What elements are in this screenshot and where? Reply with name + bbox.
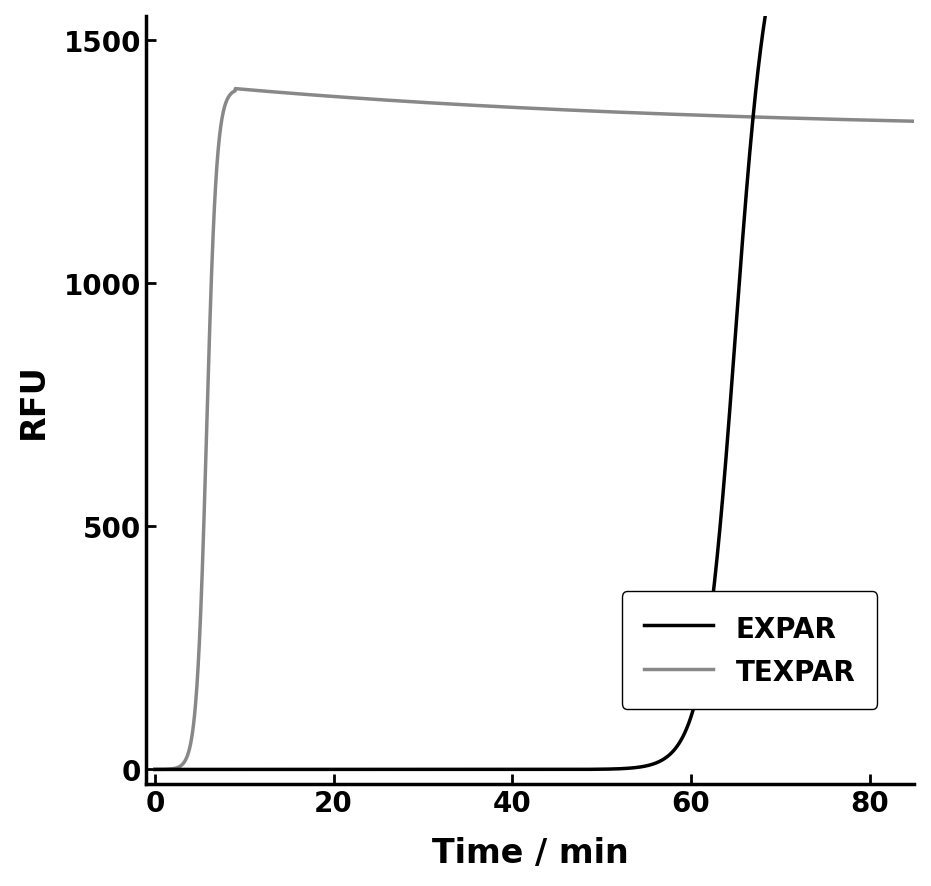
TEXPAR	[230, 84, 241, 95]
EXPAR	[236, 765, 247, 775]
EXPAR	[440, 765, 452, 775]
EXPAR	[149, 765, 160, 775]
TEXPAR	[474, 101, 485, 112]
TEXPAR	[236, 85, 248, 96]
X-axis label: Time / min: Time / min	[432, 836, 628, 869]
TEXPAR	[281, 89, 292, 99]
TEXPAR	[812, 114, 823, 125]
Legend: EXPAR, TEXPAR: EXPAR, TEXPAR	[622, 592, 877, 709]
TEXPAR	[149, 765, 160, 775]
TEXPAR	[894, 116, 905, 127]
TEXPAR	[909, 117, 920, 128]
Y-axis label: RFU: RFU	[17, 362, 49, 439]
Line: EXPAR: EXPAR	[155, 0, 914, 770]
EXPAR	[474, 765, 485, 775]
Line: TEXPAR: TEXPAR	[155, 89, 914, 770]
TEXPAR	[440, 99, 452, 110]
EXPAR	[281, 765, 292, 775]
